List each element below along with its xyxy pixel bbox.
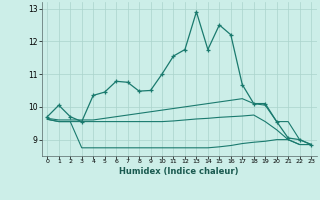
X-axis label: Humidex (Indice chaleur): Humidex (Indice chaleur) — [119, 167, 239, 176]
